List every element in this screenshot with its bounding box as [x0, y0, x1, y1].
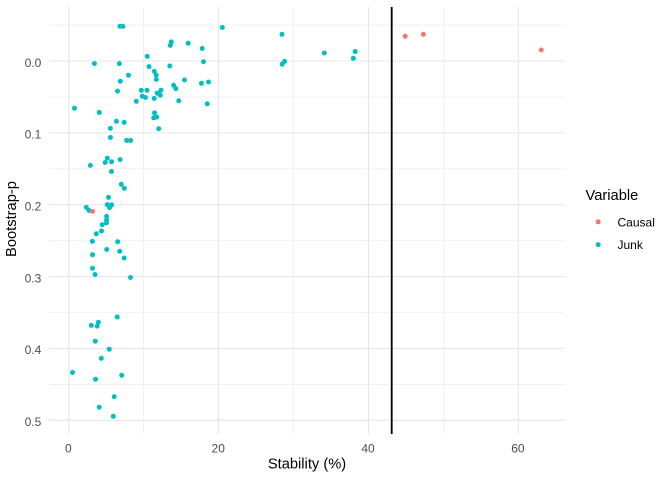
svg-text:0.5: 0.5	[25, 415, 42, 429]
svg-text:0.2: 0.2	[25, 199, 42, 213]
svg-text:Junk: Junk	[618, 238, 644, 252]
svg-text:Stability (%): Stability (%)	[268, 457, 346, 473]
svg-text:0.0: 0.0	[25, 56, 42, 70]
svg-text:0.4: 0.4	[25, 343, 42, 357]
svg-text:20: 20	[212, 442, 226, 456]
svg-text:0: 0	[65, 442, 72, 456]
svg-text:0.3: 0.3	[25, 271, 42, 285]
svg-text:0.1: 0.1	[25, 128, 42, 142]
svg-text:40: 40	[361, 442, 375, 456]
svg-text:Causal: Causal	[618, 215, 655, 229]
svg-text:Variable: Variable	[586, 188, 639, 204]
svg-text:60: 60	[511, 442, 525, 456]
svg-text:Bootstrap-p: Bootstrap-p	[4, 181, 20, 257]
